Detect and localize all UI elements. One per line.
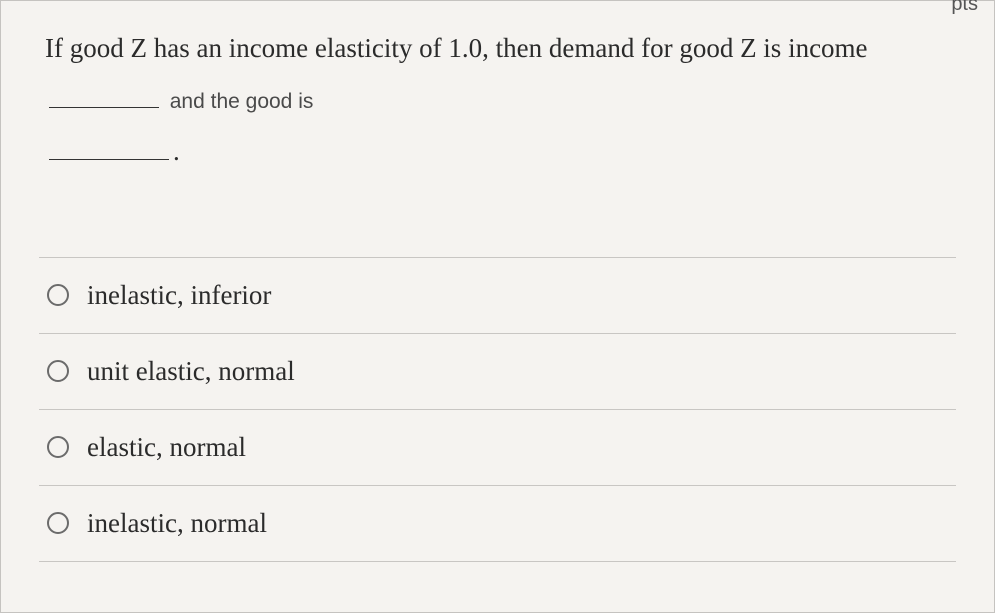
option-row[interactable]: inelastic, normal: [39, 486, 956, 562]
option-label: inelastic, normal: [87, 508, 267, 539]
option-row[interactable]: unit elastic, normal: [39, 334, 956, 410]
question-card: pts If good Z has an income elasticity o…: [0, 0, 995, 613]
option-label: elastic, normal: [87, 432, 246, 463]
question-stem: If good Z has an income elasticity of 1.…: [1, 1, 994, 187]
option-row[interactable]: elastic, normal: [39, 410, 956, 486]
question-part1: If good Z has an income elasticity of 1.…: [45, 33, 868, 63]
options-list: inelastic, inferior unit elastic, normal…: [1, 257, 994, 562]
question-period: .: [173, 136, 180, 166]
fill-blank-1: [49, 84, 159, 108]
option-label: unit elastic, normal: [87, 356, 295, 387]
fill-blank-2: [49, 135, 169, 159]
radio-icon[interactable]: [47, 284, 69, 306]
radio-icon[interactable]: [47, 512, 69, 534]
points-fragment: pts: [951, 0, 978, 16]
radio-icon[interactable]: [47, 360, 69, 382]
option-label: inelastic, inferior: [87, 280, 271, 311]
question-trail: and the good is: [170, 90, 314, 113]
radio-icon[interactable]: [47, 436, 69, 458]
option-row[interactable]: inelastic, inferior: [39, 257, 956, 334]
